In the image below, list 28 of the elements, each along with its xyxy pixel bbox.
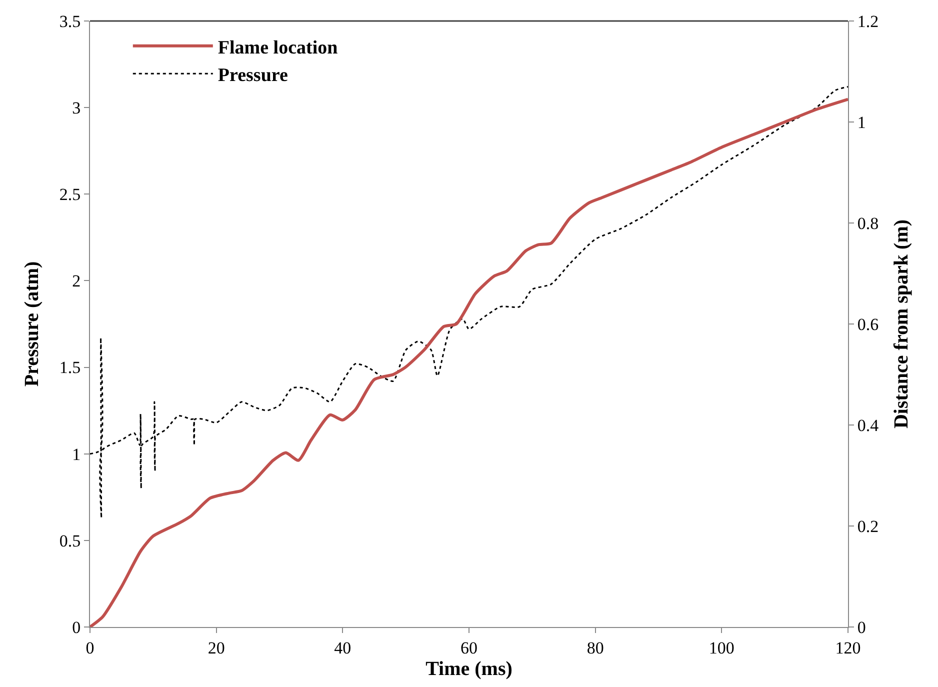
y2-tick-label: 1 [857,112,866,132]
y-axis-title: Pressure (atm) [20,261,43,387]
y2-tick-label: 0.2 [857,516,879,536]
x-tick-label: 80 [586,638,604,658]
legend-label: Pressure [218,65,288,86]
y-tick-label: 0 [72,618,81,637]
y2-tick-label: 1.2 [857,12,879,31]
x-tick-label: 40 [334,638,352,658]
y2-axis-title: Distance from spark (m) [890,219,913,429]
y2-tick-label: 0.4 [857,416,880,435]
y-tick-label: 3 [72,98,81,118]
x-tick-label: 0 [86,638,94,658]
x-tick-label: 120 [835,638,861,658]
legend-label: Flame location [218,37,338,58]
x-tick-label: 60 [460,638,478,658]
y2-tick-label: 0.6 [857,314,879,334]
x-axis-title: Time (ms) [426,658,512,680]
y2-tick-label: 0 [857,618,866,637]
y-tick-label: 1 [72,444,81,464]
y-tick-label: 2 [72,272,81,291]
y-tick-label: 0.5 [59,531,81,550]
x-tick-label: 100 [708,638,734,658]
y-tick-label: 2.5 [59,185,81,204]
y-tick-label: 1.5 [59,358,81,378]
line-series [90,86,848,519]
y2-tick-label: 0.8 [857,214,879,233]
x-tick-label: 20 [208,638,225,658]
y-tick-label: 3.5 [59,12,81,31]
